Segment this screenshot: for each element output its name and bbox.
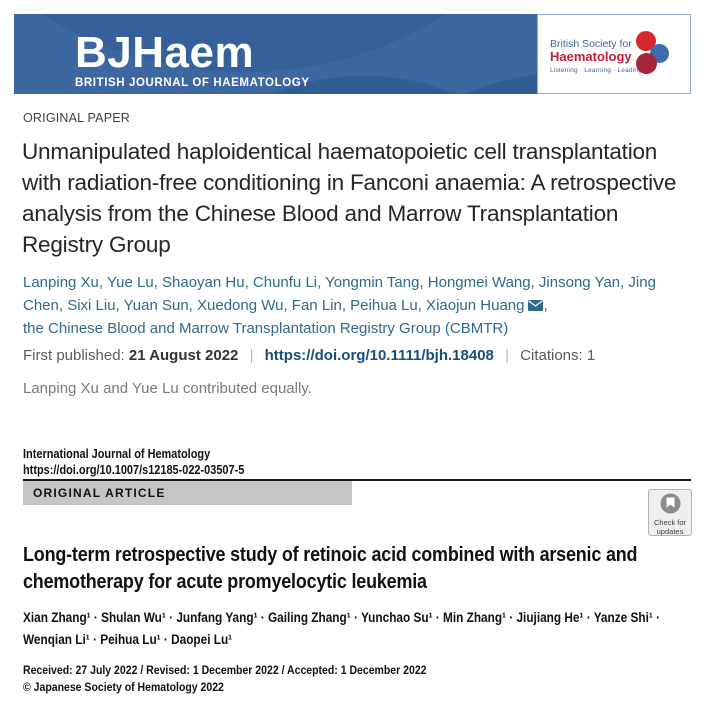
article1-publication-line: First published: 21 August 2022 | https:… bbox=[23, 347, 595, 364]
first-published-label: First published: bbox=[23, 347, 125, 364]
bsh-logo-line1: British Society for bbox=[550, 38, 632, 50]
separator: | bbox=[249, 347, 254, 364]
article2-dates: Received: 27 July 2022 / Revised: 1 Dece… bbox=[23, 662, 692, 695]
article1-author-names[interactable]: Lanping Xu, Yue Lu, Shaoyan Hu, Chunfu L… bbox=[23, 274, 656, 314]
separator: | bbox=[505, 347, 509, 364]
article2-received-line: Received: 27 July 2022 / Revised: 1 Dece… bbox=[23, 663, 427, 677]
bjhaem-logo-text: BJHaem bbox=[75, 28, 255, 77]
crossmark-label-line2: updates bbox=[656, 526, 684, 536]
article1-author-group[interactable]: the Chinese Blood and Marrow Transplanta… bbox=[23, 320, 509, 337]
article2-kicker: ORIGINAL ARTICLE bbox=[33, 486, 166, 500]
article1-authors: Lanping Xu, Yue Lu, Shaoyan Hu, Chunfu L… bbox=[23, 272, 699, 341]
bsh-logo-box: British Society for Haematology Listenin… bbox=[537, 14, 691, 94]
article2-doi[interactable]: https://doi.org/10.1007/s12185-022-03507… bbox=[23, 462, 245, 477]
first-published-date: 21 August 2022 bbox=[128, 347, 239, 364]
article2-copyright: © Japanese Society of Hematology 2022 bbox=[23, 679, 224, 694]
article1-title: Unmanipulated haploidentical haematopoie… bbox=[22, 139, 677, 257]
bsh-circle-crimson-icon bbox=[636, 53, 657, 74]
bjhaem-logo: BJHaem BRITISH JOURNAL OF HAEMATOLOGY bbox=[75, 28, 310, 90]
article1-contribution-note: Lanping Xu and Yue Lu contributed equall… bbox=[23, 380, 312, 397]
citations-count: Citations: 1 bbox=[520, 347, 596, 364]
article1-authors-comma: , bbox=[543, 296, 548, 314]
check-for-updates-button[interactable]: Check for updates bbox=[648, 489, 692, 536]
bsh-logo-tagline: Listening · Learning · Leading bbox=[550, 67, 643, 74]
crossmark-label-line1: Check for bbox=[653, 518, 687, 527]
article1-doi-link[interactable]: https://doi.org/10.1111/bjh.18408 bbox=[264, 347, 494, 364]
article2-title: Long-term retrospective study of retinoi… bbox=[23, 543, 638, 593]
divider-rule bbox=[23, 479, 691, 481]
bjhaem-subtitle: BRITISH JOURNAL OF HAEMATOLOGY bbox=[75, 77, 310, 89]
envelope-icon[interactable] bbox=[528, 296, 544, 319]
crossmark-bookmark-icon bbox=[660, 493, 680, 514]
article2-journal-meta: International Journal of Hematology http… bbox=[23, 447, 692, 478]
bsh-circle-red-icon bbox=[636, 31, 656, 51]
article2-kicker-bar: ORIGINAL ARTICLE bbox=[23, 481, 352, 505]
bjhaem-banner: BJHaem BRITISH JOURNAL OF HAEMATOLOGY Br… bbox=[14, 14, 691, 94]
article1-kicker: ORIGINAL PAPER bbox=[23, 111, 130, 125]
article2-journal-name: International Journal of Hematology bbox=[23, 447, 211, 461]
article2-authors[interactable]: Xian Zhang¹ · Shulan Wu¹ · Junfang Yang¹… bbox=[23, 610, 661, 647]
bsh-logo-line2: Haematology bbox=[550, 49, 632, 64]
